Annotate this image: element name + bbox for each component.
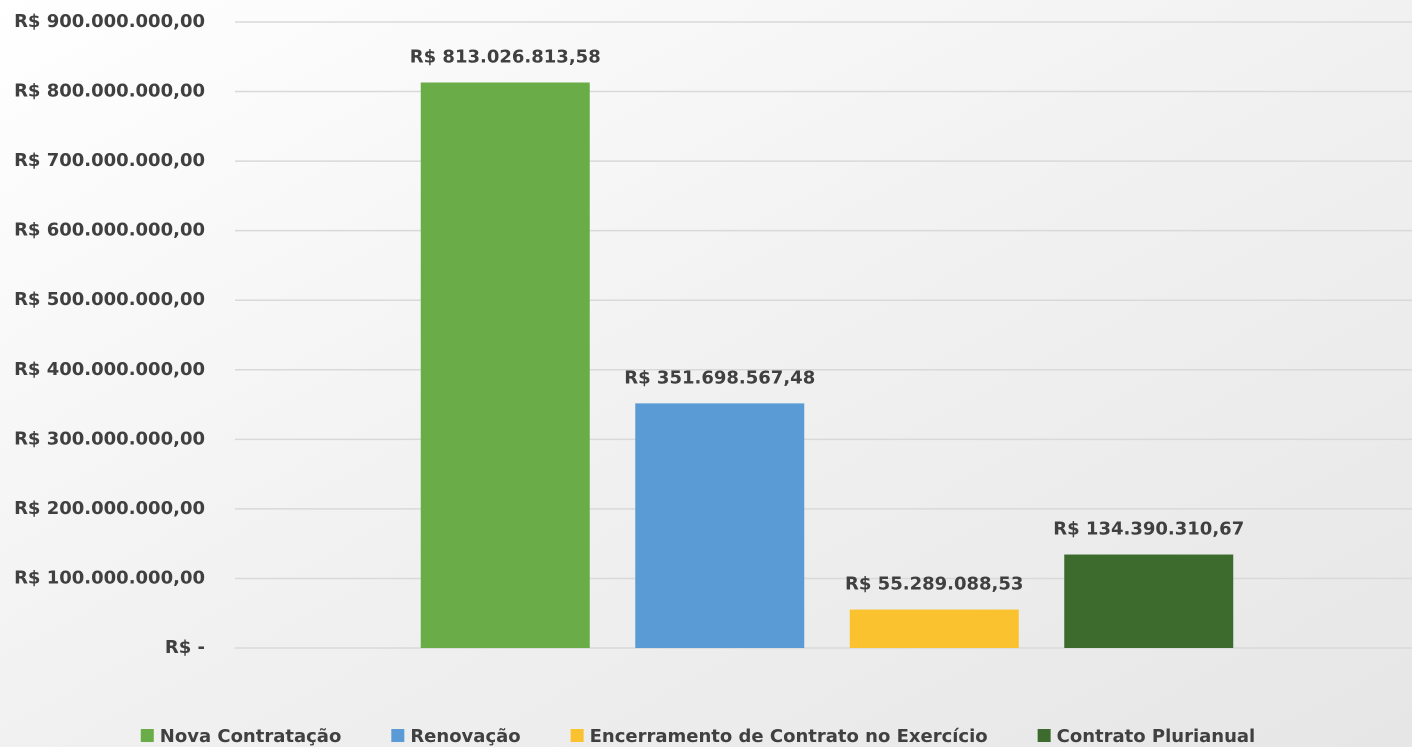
y-tick-label: R$ 100.000.000,00 [14,567,205,588]
legend-swatch [1038,729,1051,742]
y-tick-label: R$ 900.000.000,00 [14,11,205,32]
y-tick-label: R$ 300.000.000,00 [14,428,205,449]
y-tick-label: R$ - [165,637,205,658]
y-tick-label: R$ 500.000.000,00 [14,289,205,310]
legend-label: Nova Contratação [160,726,342,747]
chart: R$ - R$ 100.000.000,00 R$ 200.000.000,00 R$… [0,0,1412,747]
bar [421,82,590,648]
legend-label: Renovação [410,726,520,747]
legend-swatch [571,729,584,742]
y-tick-label: R$ 600.000.000,00 [14,220,205,241]
value-label: R$ 813.026.813,58 [410,46,601,67]
bar [850,610,1019,648]
value-label: R$ 351.698.567,48 [624,367,815,388]
legend-label: Contrato Plurianual [1057,726,1256,747]
legend-label: Encerramento de Contrato no Exercício [590,726,988,747]
bar [635,403,804,648]
y-tick-label: R$ 700.000.000,00 [14,150,205,171]
value-label: R$ 55.289.088,53 [845,574,1023,595]
bar [1064,555,1233,648]
y-tick-label: R$ 800.000.000,00 [14,81,205,102]
y-tick-label: R$ 200.000.000,00 [14,498,205,519]
legend-swatch [141,729,154,742]
legend: Nova Contratação Renovação Encerramento de… [141,726,1255,747]
y-tick-label: R$ 400.000.000,00 [14,359,205,380]
value-label: R$ 134.390.310,67 [1053,519,1244,540]
legend-swatch [391,729,404,742]
